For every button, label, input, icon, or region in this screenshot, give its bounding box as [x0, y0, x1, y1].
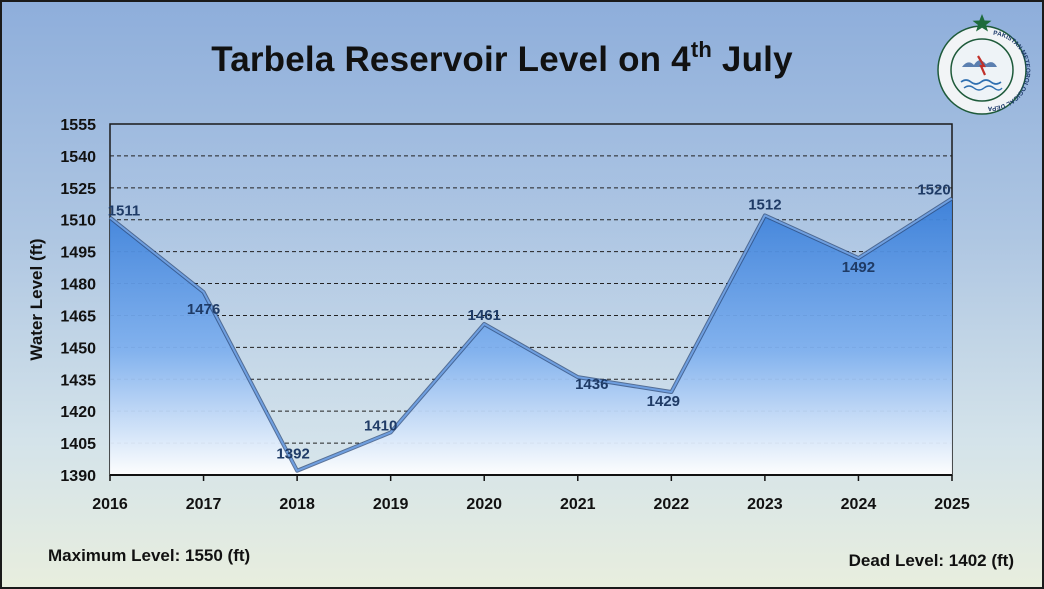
y-tick-label: 1510	[60, 213, 96, 230]
title-prefix: Tarbela Reservoir Level on 4	[211, 40, 691, 79]
x-tick-label: 2023	[747, 496, 783, 513]
x-tick-label: 2017	[186, 496, 222, 513]
data-label: 1492	[842, 259, 875, 276]
y-tick-label: 1390	[60, 468, 96, 485]
pmd-logo: PAKISTAN METEOROLOGICAL DEPARTMENT	[937, 14, 1036, 116]
y-tick-label: 1435	[60, 372, 96, 389]
x-tick-label: 2019	[373, 496, 409, 513]
title-superscript: th	[690, 37, 712, 62]
data-label: 1511	[108, 203, 141, 220]
data-label: 1436	[575, 376, 608, 393]
data-label: 1429	[647, 393, 680, 410]
x-tick-label: 2022	[654, 496, 690, 513]
x-tick-label: 2020	[466, 496, 502, 513]
data-label: 1512	[748, 196, 781, 213]
x-tick-label: 2024	[841, 496, 877, 513]
data-label: 1476	[187, 301, 220, 318]
y-tick-label: 1555	[60, 117, 96, 134]
logo-wave-icon-2	[963, 85, 1003, 91]
maximum-level-note: Maximum Level: 1550 (ft)	[48, 546, 251, 565]
y-tick-label: 1465	[60, 308, 96, 325]
x-tick-label: 2016	[92, 496, 128, 513]
data-label: 1410	[364, 417, 397, 434]
logo-wave-icon	[960, 79, 1002, 85]
data-label: 1461	[468, 307, 501, 324]
data-label: 1392	[276, 446, 309, 463]
y-tick-label: 1525	[60, 181, 96, 198]
data-label: 1520	[917, 181, 950, 198]
y-tick-label: 1450	[60, 340, 96, 357]
chart-title: Tarbela Reservoir Level on 4th July	[2, 37, 1002, 80]
dead-level-note: Dead Level: 1402 (ft)	[848, 551, 1014, 570]
y-tick-label: 1405	[60, 436, 96, 453]
y-tick-label: 1495	[60, 245, 96, 262]
y-tick-label: 1420	[60, 404, 96, 421]
logo-star-icon	[972, 14, 992, 32]
y-tick-label: 1480	[60, 277, 96, 294]
x-tick-label: 2018	[279, 496, 315, 513]
logo-lightning-icon	[977, 55, 987, 76]
logo-cloud-icon	[962, 60, 997, 67]
y-tick-label: 1540	[60, 149, 96, 166]
series-line	[109, 197, 953, 472]
title-suffix: July	[712, 40, 793, 79]
x-tick-label: 2021	[560, 496, 596, 513]
area-chart: 1390 1405 1420 1435 1450 1465 1480 1495 1510 1525…	[27, 117, 970, 513]
area-fill	[110, 198, 952, 476]
y-axis-label: Water Level (ft)	[27, 238, 46, 360]
x-tick-label: 2025	[934, 496, 970, 513]
